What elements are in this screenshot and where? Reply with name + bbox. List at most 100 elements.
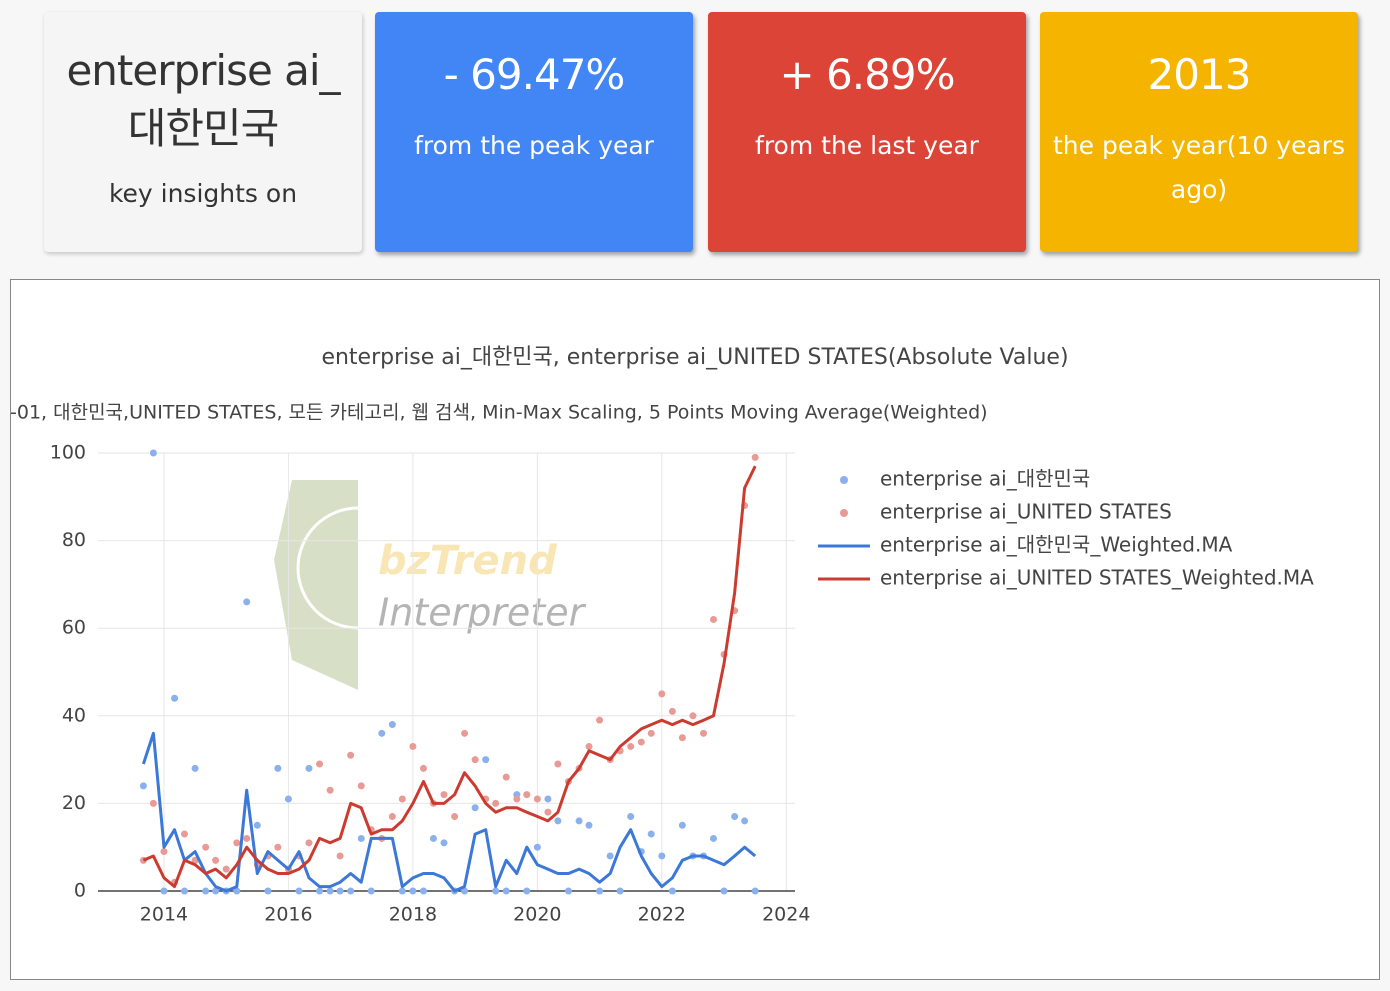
data-point <box>409 887 417 895</box>
data-point <box>316 760 324 768</box>
data-point <box>689 712 697 720</box>
data-point <box>523 791 531 799</box>
data-point <box>585 742 593 750</box>
data-point <box>668 887 676 895</box>
data-point <box>191 764 199 772</box>
data-line <box>142 465 757 889</box>
data-point <box>678 734 686 742</box>
x-tick-label: 2014 <box>140 904 188 926</box>
card: - 69.47% from the peak year <box>375 12 693 252</box>
data-point <box>429 834 437 842</box>
data-point <box>378 729 386 737</box>
legend-label: enterprise ai_UNITED STATES <box>880 500 1172 524</box>
y-tick-label: 0 <box>74 880 86 902</box>
data-point <box>357 782 365 790</box>
watermark: bzTrend Interpreter <box>274 480 587 690</box>
y-tick-label: 60 <box>62 617 86 639</box>
data-point <box>647 729 655 737</box>
data-point <box>533 843 541 851</box>
legend-marker <box>840 509 848 517</box>
data-point <box>513 795 521 803</box>
card-label: from the last year <box>755 131 979 160</box>
data-point <box>160 848 168 856</box>
data-point <box>243 834 251 842</box>
data-point <box>678 821 686 829</box>
data-point <box>741 817 749 825</box>
chart-title: enterprise ai_대한민국, enterprise ai_UNITED… <box>321 345 1068 370</box>
legend-label: enterprise ai_UNITED STATES_Weighted.MA <box>880 566 1314 590</box>
data-point <box>326 786 334 794</box>
data-point <box>419 887 427 895</box>
data-point <box>492 799 500 807</box>
data-point <box>440 839 448 847</box>
legend-marker <box>840 476 848 484</box>
data-point <box>720 887 728 895</box>
data-point <box>627 742 635 750</box>
data-point <box>627 813 635 821</box>
data-point <box>502 887 510 895</box>
data-point <box>461 729 469 737</box>
data-point <box>181 887 189 895</box>
data-point <box>398 887 406 895</box>
data-point <box>451 813 459 821</box>
watermark-shape <box>274 480 358 690</box>
data-point <box>336 887 344 895</box>
card-label: from the peak year <box>414 131 654 160</box>
chart-subtitle: -01, 대한민국,UNITED STATES, 모든 카테고리, 웹 검색, … <box>10 402 988 424</box>
data-point <box>305 839 313 847</box>
data-point <box>731 813 739 821</box>
card: + 6.89% from the last year <box>708 12 1026 252</box>
data-point <box>326 887 334 895</box>
legend-label: enterprise ai_대한민국_Weighted.MA <box>880 533 1233 557</box>
data-point <box>502 773 510 781</box>
data-point <box>751 453 759 461</box>
data-point <box>264 887 272 895</box>
data-point <box>398 795 406 803</box>
data-point <box>471 804 479 812</box>
y-tick-label: 100 <box>50 442 86 464</box>
data-point <box>284 795 292 803</box>
watermark-text: bzTrend <box>378 538 557 584</box>
data-point <box>564 887 572 895</box>
data-point <box>243 598 251 606</box>
x-tick-label: 2024 <box>762 904 810 926</box>
data-point <box>575 817 583 825</box>
card-label: key insights on <box>108 179 298 208</box>
data-point <box>544 808 552 816</box>
data-point <box>492 887 500 895</box>
data-line <box>141 731 757 893</box>
data-point <box>388 813 396 821</box>
card-value: 2013 <box>1147 50 1252 99</box>
data-point <box>139 782 147 790</box>
data-point <box>419 764 427 772</box>
data-point <box>347 887 355 895</box>
data-point <box>709 834 717 842</box>
card-value: - 69.47% <box>443 50 626 99</box>
data-point <box>336 852 344 860</box>
data-point <box>160 887 168 895</box>
data-point <box>212 887 220 895</box>
card-value: enterprise ai_대한민국 <box>66 46 340 153</box>
data-point <box>202 887 210 895</box>
data-point <box>295 887 303 895</box>
data-point <box>357 834 365 842</box>
data-point <box>585 821 593 829</box>
card-value: + 6.89% <box>779 50 956 99</box>
data-point <box>544 795 552 803</box>
data-point <box>471 756 479 764</box>
data-point <box>274 764 282 772</box>
data-point <box>647 830 655 838</box>
data-point <box>388 721 396 729</box>
data-point <box>482 756 490 764</box>
card: 2013 the peak year(10 years ago) <box>1040 12 1358 252</box>
data-point <box>554 760 562 768</box>
data-point <box>409 742 417 750</box>
x-tick-label: 2020 <box>513 904 561 926</box>
data-point <box>274 843 282 851</box>
legend-label: enterprise ai_대한민국 <box>880 467 1090 491</box>
data-point <box>616 887 624 895</box>
data-point <box>596 887 604 895</box>
x-tick-label: 2018 <box>389 904 437 926</box>
